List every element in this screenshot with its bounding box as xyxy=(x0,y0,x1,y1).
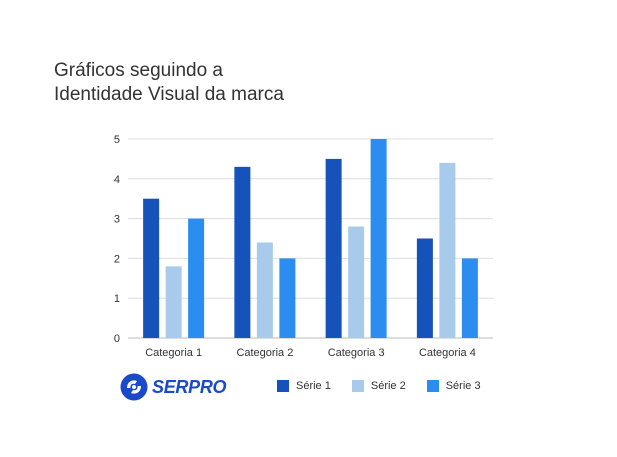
brand-name: SERPRO xyxy=(152,376,227,397)
chart-legend: Série 1 Série 2 Série 3 xyxy=(277,380,481,392)
bar xyxy=(256,242,273,338)
bar xyxy=(325,158,342,338)
serpro-logo-icon xyxy=(120,373,148,401)
bar xyxy=(370,139,387,338)
brand-logo: SERPRO xyxy=(120,373,227,401)
chart-title: Gráficos seguindo a Identidade Visual da… xyxy=(54,59,284,107)
bar xyxy=(348,226,365,338)
chart-title-line-1: Gráficos seguindo a xyxy=(54,60,223,81)
bar xyxy=(416,238,433,338)
y-tick-label: 0 xyxy=(114,333,120,345)
bar xyxy=(188,218,205,338)
y-tick-label: 5 xyxy=(114,134,120,146)
legend-label-serie-3: Série 3 xyxy=(445,380,481,392)
bar xyxy=(234,166,251,338)
legend-swatch-serie-1 xyxy=(277,380,289,392)
y-tick-label: 1 xyxy=(114,293,120,305)
legend-swatch-serie-2 xyxy=(351,380,364,392)
bar xyxy=(279,258,296,338)
x-tick-label: Categoria 2 xyxy=(236,347,293,359)
y-tick-label: 3 xyxy=(114,214,120,226)
legend-item-serie-1: Série 1 xyxy=(277,380,331,392)
x-tick-label: Categoria 3 xyxy=(328,347,385,359)
x-tick-label: Categoria 4 xyxy=(419,347,476,359)
bar xyxy=(165,266,182,338)
y-tick-label: 2 xyxy=(114,253,120,265)
bar xyxy=(143,198,160,338)
bar xyxy=(439,162,456,338)
legend-label-serie-1: Série 1 xyxy=(296,380,331,392)
bar xyxy=(461,258,478,338)
legend-label-serie-2: Série 2 xyxy=(370,380,406,392)
y-tick-label: 4 xyxy=(114,174,120,186)
chart-title-line-2: Identidade Visual da marca xyxy=(54,84,284,105)
x-tick-label: Categoria 1 xyxy=(145,347,202,359)
legend-item-serie-3: Série 3 xyxy=(426,380,481,392)
legend-item-serie-2: Série 2 xyxy=(351,380,406,392)
legend-swatch-serie-3 xyxy=(426,380,439,392)
